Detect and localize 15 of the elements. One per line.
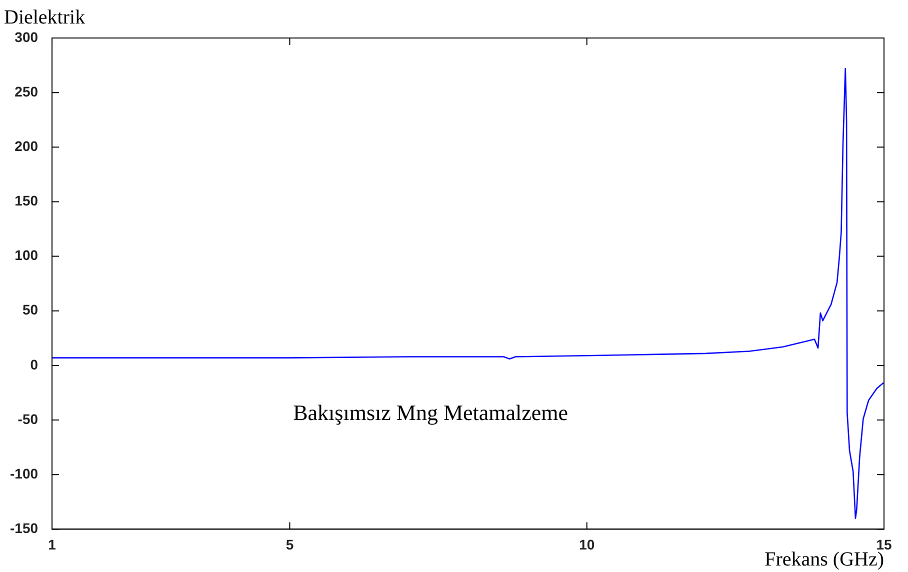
y-tick-label: -150	[10, 520, 38, 536]
y-tick-label: 100	[14, 247, 38, 264]
y-tick-label: 150	[14, 192, 38, 209]
y-tick-label: -50	[18, 410, 38, 427]
y-tick-label: 300	[14, 28, 38, 45]
y-tick-label: 200	[14, 138, 38, 154]
chart-title: Dielektrik	[4, 6, 86, 28]
y-tick-label: 250	[14, 83, 38, 100]
y-tick-label: 0	[30, 356, 38, 372]
x-tick-label: 5	[286, 536, 294, 552]
x-tick-label: 10	[579, 536, 595, 552]
y-tick-label: -100	[10, 465, 38, 482]
x-tick-label: 1	[48, 536, 56, 552]
annotation: Bakışımsız Mng Metamalzeme	[293, 400, 568, 426]
y-tick-label: 50	[22, 302, 38, 318]
